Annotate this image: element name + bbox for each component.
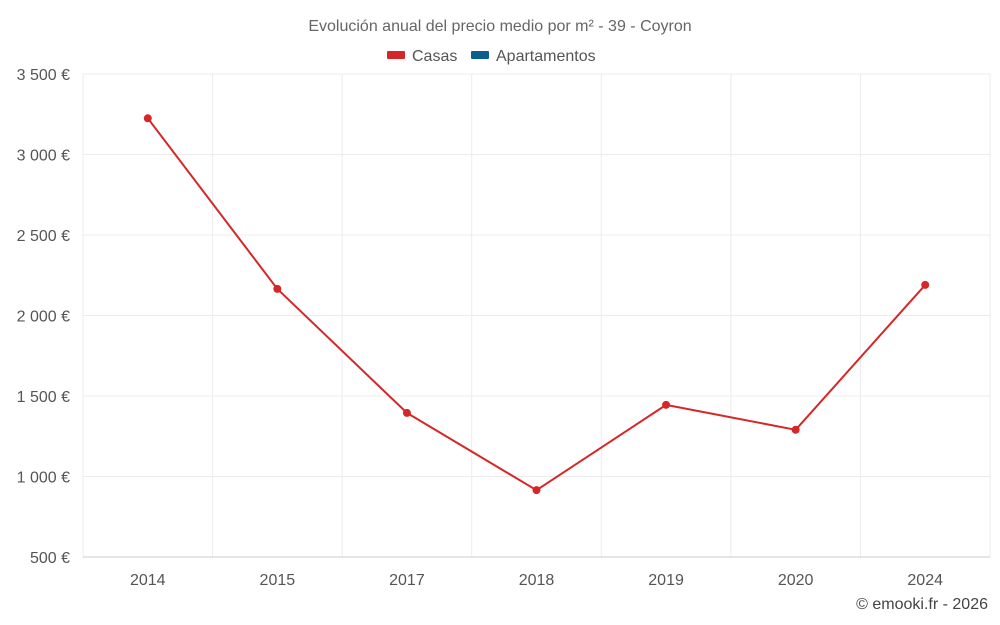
y-tick-label: 1 500 € (17, 389, 70, 406)
credit-text: © emooki.fr - 2026 (856, 596, 988, 613)
legend: Casas Apartamentos (387, 48, 596, 65)
data-point-casas[interactable] (662, 400, 671, 409)
legend-item-casas[interactable]: Casas (387, 48, 457, 65)
data-point-casas[interactable] (791, 425, 800, 434)
y-tick-label: 2 000 € (17, 309, 70, 326)
x-tick-label: 2024 (907, 572, 943, 589)
y-tick-label: 3 000 € (17, 148, 70, 165)
y-tick-label: 3 500 € (17, 67, 70, 84)
x-tick-label: 2014 (130, 572, 166, 589)
data-point-casas[interactable] (143, 114, 152, 123)
y-gridlines (83, 73, 990, 477)
legend-item-apartamentos[interactable]: Apartamentos (471, 48, 596, 65)
x-axis-ticks: 2014 2015 2017 2018 2019 2020 2024 (130, 572, 943, 589)
y-axis-ticks: 500 € 1 000 € 1 500 € 2 000 € 2 500 € 3 000 €… (17, 67, 70, 567)
legend-swatch-apartamentos (471, 51, 489, 59)
x-tick-label: 2020 (778, 572, 814, 589)
x-tick-label: 2015 (260, 572, 296, 589)
data-point-casas[interactable] (402, 408, 411, 417)
legend-label-casas: Casas (412, 48, 457, 65)
x-tick-label: 2017 (389, 572, 425, 589)
data-point-casas[interactable] (532, 486, 541, 495)
x-gridlines (82, 74, 991, 557)
y-tick-label: 500 € (30, 550, 70, 567)
x-tick-label: 2019 (648, 572, 684, 589)
data-point-casas[interactable] (921, 280, 930, 289)
y-tick-label: 1 000 € (17, 470, 70, 487)
series-line-casas (146, 117, 926, 492)
x-tick-label: 2018 (519, 572, 555, 589)
legend-swatch-casas (387, 51, 405, 59)
chart-title: Evolución anual del precio medio por m² … (308, 18, 691, 35)
data-point-casas[interactable] (273, 284, 282, 293)
series-layer (143, 114, 930, 495)
y-tick-label: 2 500 € (17, 228, 70, 245)
legend-label-apartamentos: Apartamentos (496, 48, 596, 65)
